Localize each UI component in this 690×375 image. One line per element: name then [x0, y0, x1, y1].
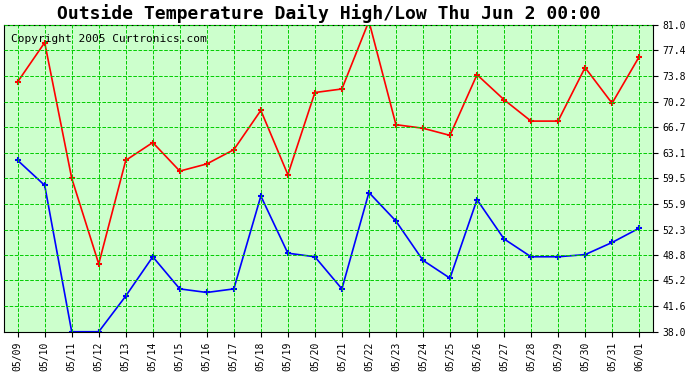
Text: Copyright 2005 Curtronics.com: Copyright 2005 Curtronics.com [10, 34, 206, 44]
Title: Outside Temperature Daily High/Low Thu Jun 2 00:00: Outside Temperature Daily High/Low Thu J… [57, 4, 600, 23]
